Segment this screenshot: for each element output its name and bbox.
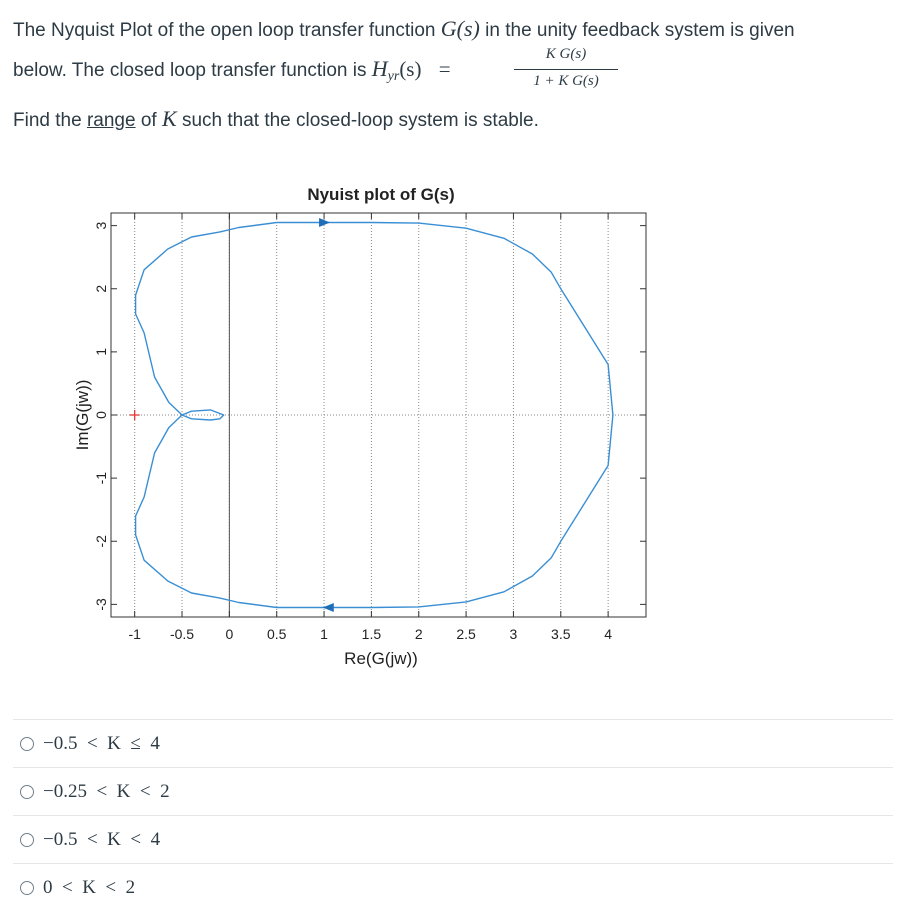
question-text-part: such that the closed-loop system is stab… (181, 110, 539, 131)
x-tick-label: 3.5 (551, 626, 571, 642)
chart-grid (111, 213, 646, 617)
x-tick-label: 1.5 (362, 626, 382, 642)
radio-button[interactable] (20, 881, 34, 895)
math-g-of-s: G(s) (440, 16, 480, 41)
x-tick-label: -1 (128, 626, 141, 642)
x-tick-label: 1 (320, 626, 328, 642)
answer-option-3[interactable]: −0.5 < K < 4 (13, 815, 893, 864)
answer-label: −0.5 < K < 4 (43, 829, 161, 850)
y-axis-label: Im(G(jw)) (73, 380, 92, 451)
y-tick-label: 0 (93, 411, 109, 419)
x-tick-label: 0 (225, 626, 233, 642)
direction-arrow (319, 217, 331, 227)
x-tick-label: 3 (510, 626, 518, 642)
y-tick-label: 3 (93, 222, 109, 230)
question-text-part: Find the (13, 110, 82, 131)
x-tick-label: 0.5 (267, 626, 287, 642)
answer-label: −0.25 < K < 2 (43, 781, 170, 802)
question-text-part: below. The closed loop transfer function… (13, 60, 367, 81)
fraction-numerator: K G(s) (545, 46, 587, 62)
chart-series (129, 217, 614, 613)
chart-title: Nyuist plot of G(s) (307, 185, 454, 204)
y-tick-label: -2 (93, 535, 109, 548)
answer-label: −0.5 < K ≤ 4 (43, 733, 160, 754)
math-h: H (371, 56, 388, 81)
question-text-part: in the unity feedback system is given (485, 20, 795, 41)
radio-button[interactable] (20, 833, 34, 847)
math-k: K (161, 106, 177, 131)
x-tick-label: 4 (604, 626, 612, 642)
x-tick-label: -0.5 (170, 626, 194, 642)
y-tick-label: 2 (93, 285, 109, 293)
direction-arrow (322, 603, 334, 613)
closed-loop-fraction: K G(s) 1 + K G(s) (510, 45, 622, 95)
fraction-denominator: 1 + K G(s) (533, 73, 599, 89)
answer-option-1[interactable]: −0.5 < K ≤ 4 (13, 719, 893, 768)
y-tick-label: -3 (93, 598, 109, 611)
math-subscript: yr (387, 69, 400, 84)
y-tick-label: 1 (93, 348, 109, 356)
radio-button[interactable] (20, 737, 34, 751)
question-text-part: of (140, 110, 157, 131)
range-link[interactable]: range (86, 110, 136, 131)
answer-label: 0 < K < 2 (43, 877, 136, 898)
math-argument: (s) (399, 57, 422, 81)
question-text-part: The Nyquist Plot of the open loop transf… (13, 20, 436, 41)
fraction-bar (514, 69, 618, 70)
nyquist-curve (134, 221, 614, 609)
question-line-1: The Nyquist Plot of the open loop transf… (13, 16, 795, 41)
axis-ticks: -1 -0.5 0 0.5 1 1.5 2 2.5 3 3.5 4 3 2 1 0 -1 -2 -3 (93, 213, 646, 642)
nyquist-chart: Nyuist plot of G(s) -1 -0.5 0 0.5 1 1.5 2 2.5 3 3… (0, 170, 900, 690)
math-equals: = (438, 57, 451, 81)
x-tick-label: 2.5 (456, 626, 476, 642)
answer-option-4[interactable]: 0 < K < 2 (13, 863, 893, 912)
question-line-3: Find the range of K such that the closed… (13, 106, 539, 131)
x-axis-label: Re(G(jw)) (344, 649, 418, 668)
y-tick-label: -1 (93, 472, 109, 485)
question-line-2: below. The closed loop transfer function… (13, 58, 451, 84)
radio-button[interactable] (20, 785, 34, 799)
x-tick-label: 2 (415, 626, 423, 642)
answer-option-2[interactable]: −0.25 < K < 2 (13, 767, 893, 816)
nyquist-plot-svg: Nyuist plot of G(s) -1 -0.5 0 0.5 1 1.5 2 2.5 3 3… (73, 185, 647, 668)
